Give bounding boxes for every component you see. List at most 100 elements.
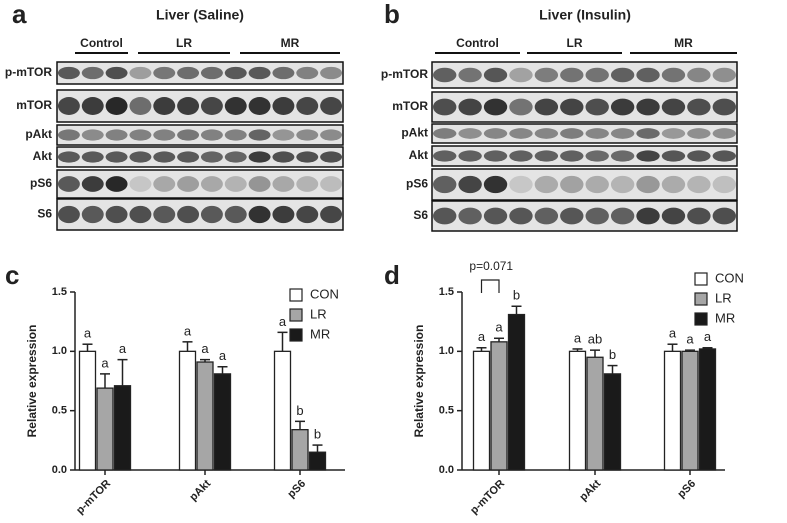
band [320,151,343,163]
band [433,175,457,194]
band [57,129,80,141]
band [153,151,176,163]
band [81,176,104,192]
blot-strip [56,124,344,146]
band [129,66,152,80]
band [433,150,457,162]
band [610,175,635,194]
band [483,67,508,83]
band [610,207,635,225]
band [272,205,295,224]
band [458,98,482,116]
band [585,175,609,194]
band [153,97,176,115]
band [687,98,711,116]
x-tick-label: pS6 [285,478,308,501]
band [272,151,295,163]
band [458,207,482,225]
blot-title: Liver (Insulin) [539,7,631,23]
band [483,207,508,225]
panel-label: a [12,0,27,29]
row-label: pAkt [401,126,428,140]
band [661,128,686,139]
band [248,66,271,80]
band [105,97,128,115]
blot-strip [431,123,738,144]
row-label: Akt [33,149,52,163]
bar [472,350,491,471]
row-label: p-mTOR [381,67,428,81]
y-tick-label: 0.5 [52,405,67,417]
x-tick-label: pS6 [675,478,698,501]
significance-letter: b [314,427,321,442]
bar [507,313,526,471]
band [560,98,584,116]
band [296,66,319,80]
band [320,97,343,115]
band [153,176,176,192]
band [224,151,247,163]
legend-label: MR [310,326,330,341]
x-tick-label: p-mTOR [74,478,113,517]
band [636,207,660,225]
blot-strip [56,169,344,199]
row-label: Akt [409,148,428,162]
band [224,129,247,141]
band [57,205,80,224]
bar [586,356,604,471]
blot-strip [431,61,738,89]
group-label: LR [567,36,583,50]
group-label: MR [674,36,693,50]
band [534,98,559,116]
band [200,176,223,192]
significance-letter: ab [588,332,602,347]
blot-strip [431,145,738,167]
bar [78,350,97,471]
x-tick-label: p-mTOR [468,478,507,517]
band [712,150,736,162]
band [560,67,584,83]
bar [681,350,699,471]
bracket [480,279,500,293]
band [509,207,533,225]
bar [273,350,292,471]
band [81,205,104,224]
band [560,175,584,194]
significance-letter: a [704,329,712,344]
band [585,98,609,116]
band [81,66,104,80]
row-label: pS6 [406,177,428,191]
legend-swatch [694,292,708,306]
blot-strip [431,168,738,201]
band [560,150,584,162]
bar [603,373,622,471]
bar [698,348,717,471]
annotation: p=0.071 [469,259,513,273]
band [610,150,635,162]
band [129,151,152,163]
group-label: Control [456,36,499,50]
band [433,67,457,83]
band [105,205,128,224]
band [610,128,635,139]
band [129,97,152,115]
band [177,151,200,163]
band [534,207,559,225]
band [105,151,128,163]
band [57,151,80,163]
band [687,175,711,194]
panel-label: d [384,260,400,290]
row-label: S6 [37,207,52,221]
legend-swatch [289,308,303,322]
blot-strip [56,198,344,231]
band [153,66,176,80]
y-tick-label: 0.0 [439,464,454,476]
significance-letter: a [184,323,192,338]
blot-strip [431,91,738,123]
band [534,128,559,139]
band [433,128,457,139]
band [272,176,295,192]
band [636,98,660,116]
y-tick-label: 1.5 [52,286,67,298]
row-label: pS6 [30,176,52,190]
